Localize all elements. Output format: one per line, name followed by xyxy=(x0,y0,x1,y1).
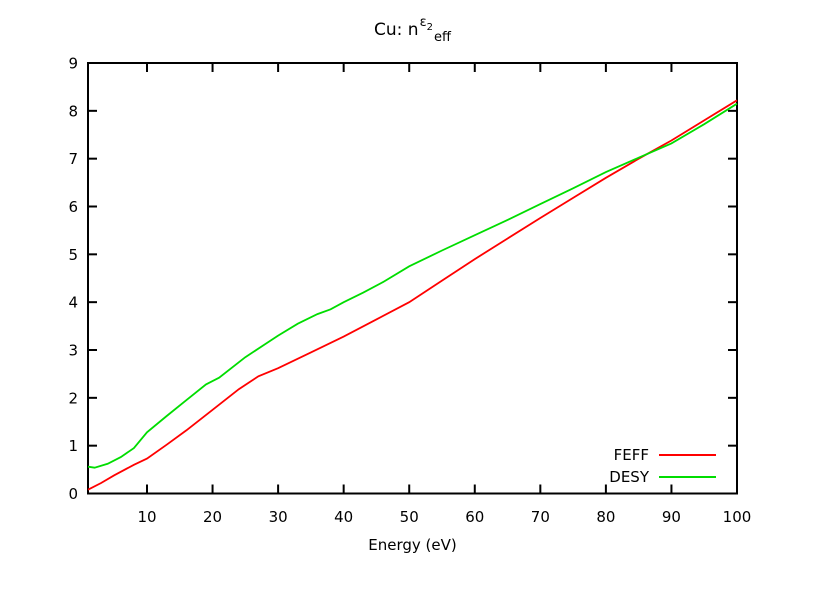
x-axis-label: Energy (eV) xyxy=(368,536,457,554)
y-tick-label: 2 xyxy=(68,389,78,407)
plot-border xyxy=(87,62,738,495)
x-tick-label: 10 xyxy=(137,508,156,526)
title-superscript: ε xyxy=(419,14,427,30)
y-tick-label: 6 xyxy=(68,198,78,216)
x-tick-label: 50 xyxy=(400,508,419,526)
x-tick-label: 20 xyxy=(203,508,222,526)
title-subscript: eff xyxy=(434,29,451,45)
x-tick-label: 60 xyxy=(465,508,484,526)
legend-line-sample-feff xyxy=(659,454,716,456)
y-tick-label: 8 xyxy=(68,102,78,120)
y-tick-label: 9 xyxy=(68,55,78,73)
legend-line-sample-desy xyxy=(659,476,716,478)
x-tick-label: 30 xyxy=(269,508,288,526)
y-tick-label: 4 xyxy=(68,294,78,312)
legend-label-desy: DESY xyxy=(609,468,649,486)
series-line-feff xyxy=(87,99,738,491)
x-tick-label: 40 xyxy=(334,508,353,526)
chart-title: Cu: n ε 2 eff xyxy=(88,12,737,48)
y-tick-label: 1 xyxy=(68,437,78,455)
legend-label-feff: FEFF xyxy=(613,446,649,464)
x-tick-label: 70 xyxy=(531,508,550,526)
y-tick-label: 5 xyxy=(68,246,78,264)
y-tick-label: 7 xyxy=(68,150,78,168)
y-tick-label: 3 xyxy=(68,342,78,360)
legend-row-desy: DESY xyxy=(520,466,720,488)
title-base: Cu: n xyxy=(374,20,419,40)
x-tick-label: 90 xyxy=(662,508,681,526)
x-tick-label: 100 xyxy=(723,508,752,526)
y-tick-label: 0 xyxy=(68,485,78,503)
series-line-desy xyxy=(87,102,738,469)
legend: FEFF DESY xyxy=(520,444,720,488)
title-superscript-sub: 2 xyxy=(426,21,433,33)
x-tick-label: 80 xyxy=(596,508,615,526)
legend-row-feff: FEFF xyxy=(520,444,720,466)
